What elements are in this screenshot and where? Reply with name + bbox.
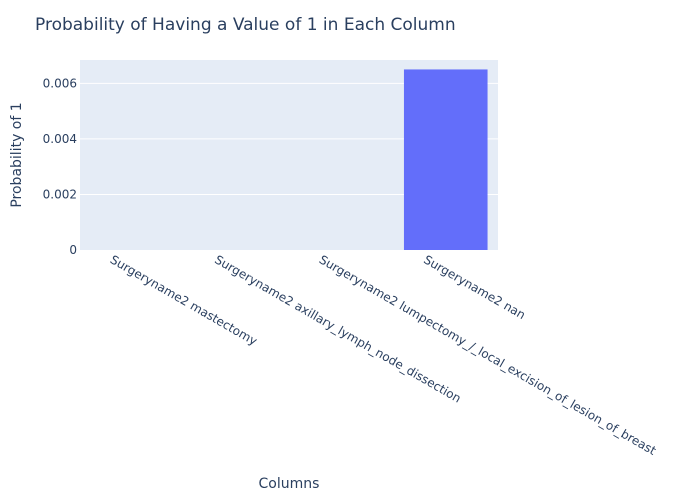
bar[interactable] xyxy=(403,69,488,250)
y-tick-label: 0.002 xyxy=(43,187,77,201)
x-tick-label: Surgeryname2 lumpectomy_/_local_excision… xyxy=(317,252,659,457)
x-tick-label: Surgeryname2 nan xyxy=(421,252,528,322)
y-tick-label: 0.006 xyxy=(43,76,77,90)
y-axis-title: Probability of 1 xyxy=(9,102,25,207)
y-tick-label: 0 xyxy=(69,243,77,257)
chart-title: Probability of Having a Value of 1 in Ea… xyxy=(35,15,456,35)
bars xyxy=(403,69,488,250)
x-axis-title: Columns xyxy=(259,476,320,492)
y-tick-label: 0.004 xyxy=(43,132,77,146)
y-axis-ticks: 0 0.002 0.004 0.006 xyxy=(43,76,77,257)
